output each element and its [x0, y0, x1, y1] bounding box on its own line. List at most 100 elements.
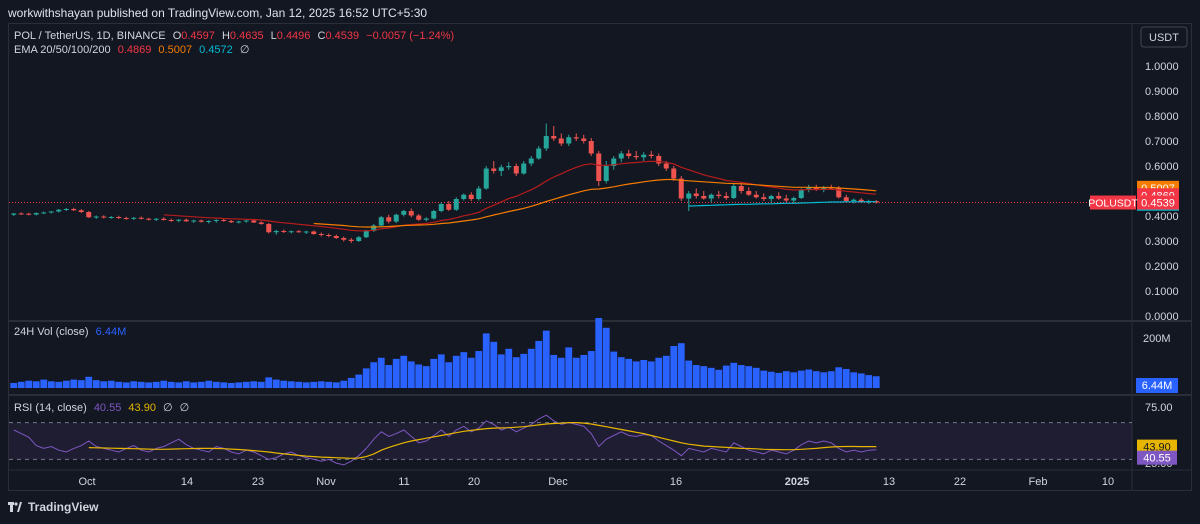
candle-body [663, 163, 669, 169]
volume-bar [25, 380, 33, 388]
rsi-ma-value: 43.90 [128, 402, 156, 414]
open-value: 0.4597 [181, 30, 215, 42]
chart-frame [8, 23, 1192, 491]
candle-body [93, 216, 99, 218]
candle-body [611, 158, 617, 166]
volume-bar [677, 343, 685, 388]
candle-body [596, 153, 602, 181]
price-axis-tick: 0.9000 [1145, 86, 1179, 98]
volume-bar [40, 379, 48, 388]
volume-bar [400, 355, 408, 388]
currency-button-label[interactable]: USDT [1149, 32, 1179, 44]
volume-bar [655, 357, 663, 388]
candle-body [536, 148, 542, 159]
volume-bar [92, 380, 100, 388]
candle-body [18, 213, 24, 215]
candle-body [753, 194, 759, 198]
ema100-value: 0.4572 [199, 44, 233, 56]
volume-bar [445, 362, 453, 388]
volume-bar [422, 366, 430, 388]
price-axis[interactable]: 1.00000.90000.80000.70000.60000.50000.40… [1088, 61, 1179, 323]
candle-body [288, 231, 294, 233]
candles-group [11, 123, 879, 243]
open-label: O [173, 30, 182, 42]
volume-group [10, 318, 880, 388]
volume-bar [167, 381, 175, 388]
candle-body [78, 210, 84, 212]
candle-body [153, 218, 159, 220]
volume-bar [692, 365, 700, 388]
candle-body [393, 214, 399, 222]
candle-body [348, 239, 354, 241]
candle-body [723, 196, 729, 198]
footer: TradingView [8, 500, 98, 514]
candle-body [386, 217, 392, 222]
candle-body [686, 193, 692, 199]
candle-body [731, 186, 737, 198]
volume-bar [287, 381, 295, 388]
ema100-line [688, 201, 877, 207]
volume-bar [392, 358, 400, 388]
candle-body [116, 217, 122, 218]
volume-bar [302, 382, 310, 388]
time-axis-tick: 23 [252, 476, 264, 488]
candle-body [401, 211, 407, 215]
volume-bar [527, 348, 535, 388]
candle-body [206, 221, 212, 222]
candle-body [558, 138, 564, 144]
footer-brand: TradingView [28, 500, 99, 514]
volume-bar [512, 357, 520, 388]
volume-bar [760, 370, 768, 388]
candle-body [311, 231, 317, 234]
candle-body [498, 167, 504, 171]
candle-body [656, 156, 662, 164]
price-axis-tick: 0.0000 [1145, 311, 1179, 323]
time-axis[interactable]: Oct 14 23 Nov 11 20 Dec 16 2025 13 22 Feb 10 [78, 476, 1114, 488]
legend-ema: EMA 20/50/100/200 0.4869 0.5007 0.4572 ∅ [14, 44, 249, 56]
ema50-value: 0.5007 [158, 44, 192, 56]
volume-bar [835, 367, 843, 388]
volume-bar [797, 370, 805, 388]
rsi-legend: RSI (14, close) 40.55 43.90 ∅ ∅ [14, 402, 189, 414]
candle-body [48, 211, 54, 213]
volume-bar [437, 354, 445, 388]
volume-bar [175, 382, 183, 388]
candle-body [11, 213, 17, 215]
volume-bar [715, 369, 723, 388]
volume-bar [542, 330, 550, 388]
candle-body [476, 188, 482, 199]
volume-bar [407, 361, 415, 388]
volume-bar [280, 380, 288, 388]
currency-button[interactable] [1140, 26, 1188, 48]
rsi-value: 40.55 [94, 402, 122, 414]
volume-bar [745, 366, 753, 388]
volume-bar [212, 381, 220, 388]
volume-bar [377, 357, 385, 388]
volume-bar [190, 382, 198, 388]
rsi-ma-line [88, 422, 877, 459]
candle-body [251, 220, 257, 223]
volume-bar [587, 351, 595, 388]
volume-bar [430, 358, 438, 388]
volume-bar [812, 371, 820, 388]
volume-bar [317, 381, 325, 388]
time-axis-tick: Nov [316, 476, 336, 488]
candle-body [221, 220, 227, 221]
volume-bar [842, 368, 850, 388]
legend-ohlc: POL / TetherUS, 1D, BINANCE O0.4597 H0.4… [14, 30, 454, 42]
price-axis-tick: 0.4000 [1145, 211, 1179, 223]
high-label: H [222, 30, 230, 42]
candle-body [318, 234, 324, 235]
volume-bar [775, 372, 783, 388]
candle-body [648, 154, 654, 156]
volume-bar [355, 374, 363, 388]
candle-body [363, 231, 369, 238]
candle-body [131, 217, 137, 219]
ema50-line [313, 178, 877, 228]
volume-bar [100, 381, 108, 388]
volume-bar [467, 357, 475, 388]
candle-body [566, 137, 572, 144]
candle-body [791, 198, 797, 201]
candle-body [543, 136, 549, 149]
